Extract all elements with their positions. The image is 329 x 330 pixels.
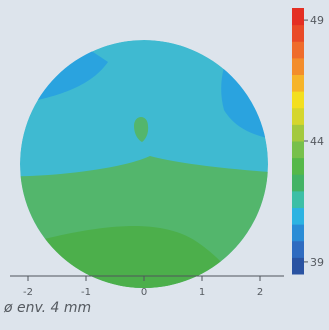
colorbar-segment <box>292 57 304 75</box>
x-tick-label: -2 <box>23 287 33 298</box>
colorbar: 49 44 39 <box>292 8 324 275</box>
colorbar-segment <box>292 74 304 92</box>
colorbar-segment <box>292 41 304 59</box>
colorbar-segment <box>292 190 304 208</box>
colorbar-segment <box>292 157 304 175</box>
colorbar-segment <box>292 257 304 275</box>
x-tick-label: 0 <box>141 287 147 298</box>
colorbar-segment <box>292 124 304 142</box>
x-tick-label: 2 <box>257 287 263 298</box>
heatmap-disk <box>20 40 268 288</box>
colorbar-tick-label: 49 <box>310 14 324 27</box>
x-tick-label: 1 <box>199 287 205 298</box>
region-center-blob <box>134 117 149 142</box>
region-bottom-band <box>20 226 260 288</box>
colorbar-tick-label: 44 <box>310 135 324 148</box>
colorbar-segment <box>292 240 304 258</box>
chart-caption: ø env. 4 mm <box>4 300 92 316</box>
colorbar-segment <box>292 174 304 192</box>
colorbar-tick-label: 39 <box>310 256 324 269</box>
x-axis: -2 -1 0 1 2 <box>10 275 284 298</box>
colorbar-segment <box>292 24 304 42</box>
colorbar-segment <box>292 207 304 225</box>
colorbar-segment <box>292 141 304 159</box>
colorbar-segment <box>292 8 304 26</box>
colorbar-segment <box>292 107 304 125</box>
colorbar-segment <box>292 91 304 109</box>
x-tick-label: -1 <box>81 287 91 298</box>
colorbar-segment <box>292 224 304 242</box>
